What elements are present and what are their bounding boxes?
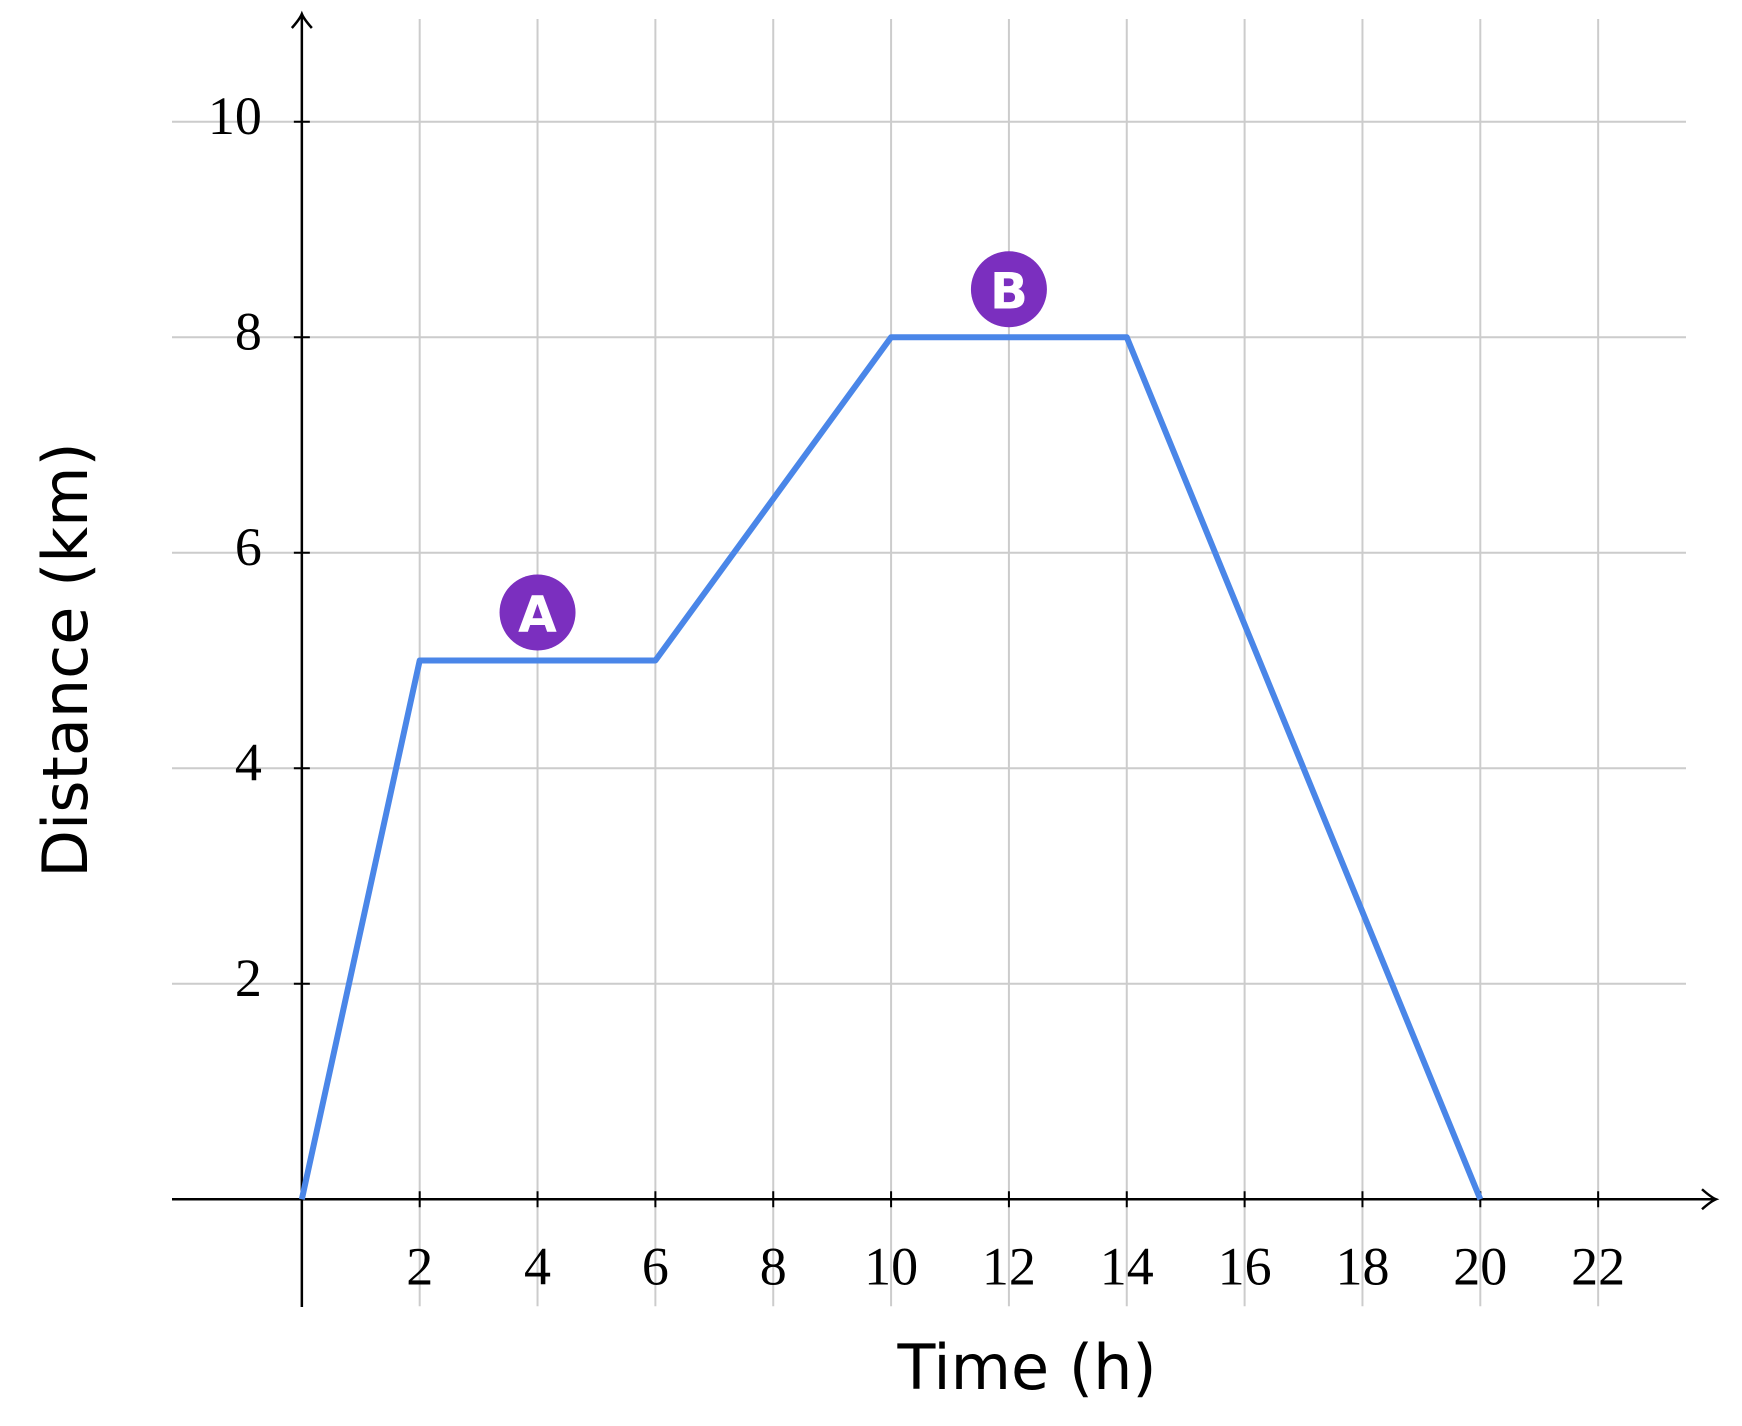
y-tick-label: 10 (208, 86, 262, 146)
x-tick-label: 4 (524, 1237, 551, 1297)
x-axis-arrow (1701, 1188, 1720, 1211)
data-line (298, 334, 1484, 1201)
annotation-badge (499, 574, 576, 651)
x-tick-label: 12 (982, 1237, 1036, 1297)
y-tick-label: 8 (235, 302, 262, 362)
y-axis-title: Distance (km) (29, 442, 102, 877)
x-tick-label: 18 (1335, 1237, 1389, 1297)
y-tick-label: 2 (235, 948, 262, 1008)
x-tick-label: 14 (1100, 1237, 1154, 1297)
annotation-label: A (518, 586, 557, 644)
x-tick-label: 10 (864, 1237, 918, 1297)
x-tick-label: 22 (1571, 1237, 1625, 1297)
x-tick-label: 6 (642, 1237, 669, 1297)
x-tick-label: 20 (1453, 1237, 1507, 1297)
y-axis-arrow (290, 10, 313, 29)
x-axis-title: Time (h) (896, 1331, 1156, 1404)
x-tick-label: 16 (1218, 1237, 1272, 1297)
y-tick-label: 6 (235, 517, 262, 577)
x-tick-label: 8 (760, 1237, 787, 1297)
y-tick-label: 4 (235, 733, 262, 793)
x-tick-label: 2 (406, 1237, 433, 1297)
annotation-label: B (990, 262, 1028, 320)
annotation-badge (970, 251, 1047, 328)
